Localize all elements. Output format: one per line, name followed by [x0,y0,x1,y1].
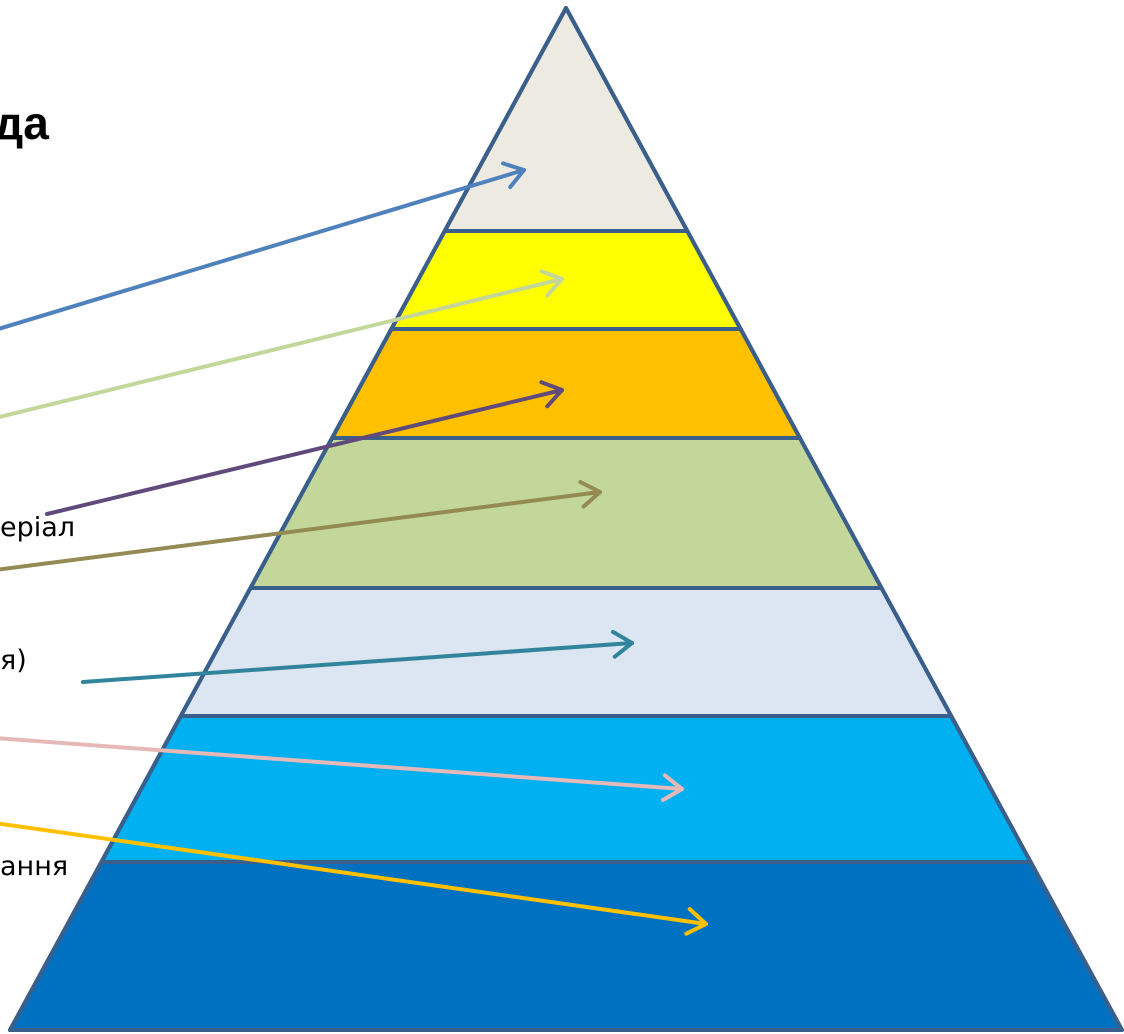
arrow-6-head [661,773,684,802]
arrow-2-shaft [0,277,564,419]
arrow-3-shaft [45,388,564,516]
arrow-4-head [578,480,602,509]
arrow-3 [45,380,564,516]
pyramid-layer-5 [178,586,954,718]
title-fragment: да [0,97,49,149]
arrow-1 [0,161,526,331]
pyramid-layer-6 [99,714,1033,864]
arrow-2 [0,269,564,419]
arrow-7-shaft [0,821,708,926]
pyramid-layer-3 [330,327,802,440]
label-5-fragment: я) [0,645,27,676]
arrow-4 [0,480,602,572]
arrow-1-shaft [0,168,526,331]
arrow-3-head [539,380,564,409]
arrow-1-head [501,161,526,190]
pyramid-layer-4 [248,436,884,590]
arrow-6 [0,736,684,802]
pyramid-layer-1 [442,6,690,233]
arrow-6-shaft [0,736,684,791]
arrow-5-head [611,629,634,659]
arrow-7 [0,821,708,936]
label-7-fragment: ання [0,851,69,882]
arrow-7-head [684,907,708,936]
pyramid-outline [8,6,1124,1032]
arrow-4-shaft [0,490,602,572]
arrow-5-shaft [81,641,634,684]
pyramid-layer-7 [8,860,1124,1032]
arrow-5 [81,629,634,684]
pyramid-layer-2 [389,229,743,331]
arrow-2-head [539,269,564,298]
label-3-fragment: еріал [0,512,76,543]
